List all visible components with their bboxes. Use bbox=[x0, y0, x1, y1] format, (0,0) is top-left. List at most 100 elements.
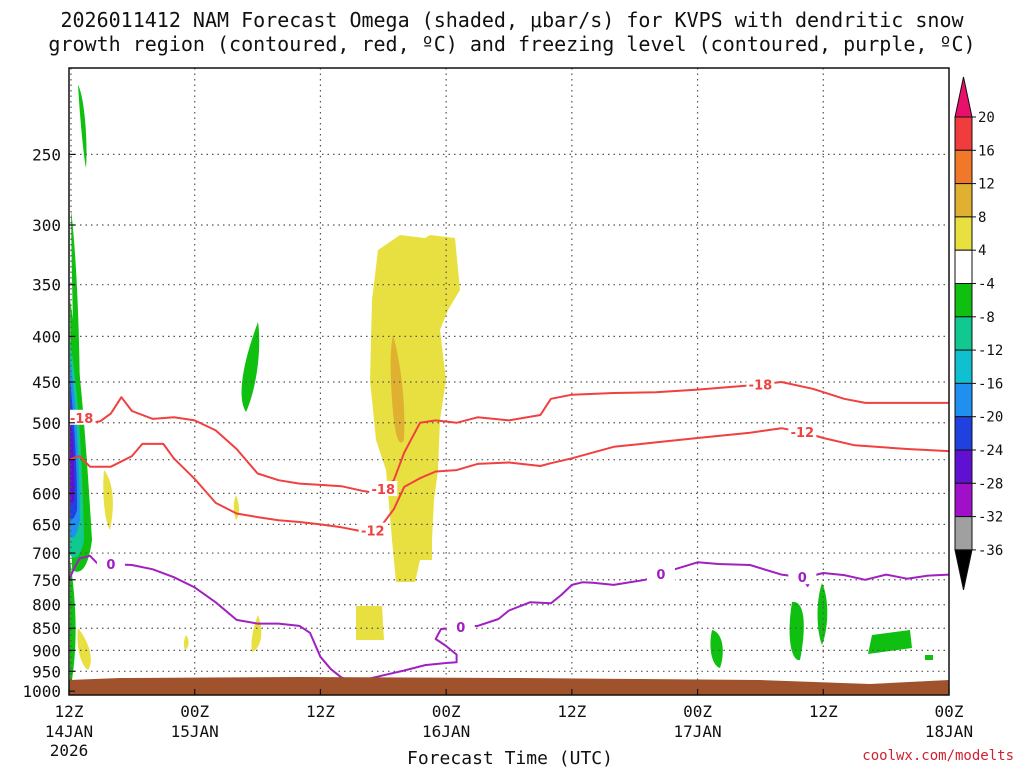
colorbar-swatch bbox=[954, 516, 973, 551]
x-tick-year: 2026 bbox=[50, 741, 89, 760]
colorbar-label: 8 bbox=[978, 210, 986, 226]
contour-label: -12 bbox=[361, 525, 385, 540]
y-tick-label: 450 bbox=[32, 373, 61, 392]
colorbar-label: -28 bbox=[978, 476, 1003, 492]
omega-shade-yellow-small2 bbox=[183, 635, 189, 650]
colorbar-swatch bbox=[954, 316, 973, 351]
colorbar-label: -32 bbox=[978, 510, 1003, 526]
x-tick-date: 17JAN bbox=[673, 722, 721, 741]
colorbar-label: -4 bbox=[978, 277, 995, 293]
contour-label: -18 bbox=[70, 412, 94, 427]
x-tick-time: 00Z bbox=[432, 702, 461, 721]
colorbar-cap-bottom bbox=[954, 549, 973, 591]
colorbar-swatch bbox=[954, 183, 973, 218]
colorbar-swatch bbox=[954, 149, 973, 185]
colorbar-swatch bbox=[954, 216, 973, 251]
x-tick-date: 15JAN bbox=[171, 722, 219, 741]
y-tick-label: 600 bbox=[32, 484, 61, 503]
omega-shade-green-3 bbox=[868, 630, 912, 654]
chart-title-line1: 2026011412 NAM Forecast Omega (shaded, μ… bbox=[60, 8, 964, 32]
omega-shade-green-15jan bbox=[241, 322, 260, 412]
omega-shade-yellow-left-low bbox=[77, 628, 91, 670]
terrain bbox=[69, 677, 949, 695]
colorbar-swatch bbox=[954, 116, 973, 151]
omega-shade-green-4 bbox=[925, 655, 933, 660]
y-tick-label: 1000 bbox=[22, 682, 61, 701]
chart-title-line2: growth region (contoured, red, ºC) and f… bbox=[48, 32, 975, 56]
x-tick-time: 00Z bbox=[180, 702, 209, 721]
omega-shade-green-2 bbox=[817, 583, 828, 645]
contour-line-minus12 bbox=[68, 427, 950, 533]
contour-label: 0 bbox=[106, 558, 115, 573]
y-tick-label: 350 bbox=[32, 276, 61, 295]
y-tick-label: 400 bbox=[32, 327, 61, 346]
x-axis-label: Forecast Time (UTC) bbox=[407, 748, 613, 768]
omega-shade-orange-core bbox=[390, 335, 405, 443]
x-tick-time: 00Z bbox=[683, 702, 712, 721]
contour-label: -12 bbox=[791, 426, 815, 441]
contour-label-bg bbox=[788, 423, 817, 439]
colorbar-label: -12 bbox=[978, 343, 1003, 359]
colorbar-swatch bbox=[954, 382, 973, 418]
y-tick-label: 550 bbox=[32, 451, 61, 470]
contour-label: -18 bbox=[372, 483, 396, 498]
x-tick-time: 12Z bbox=[557, 702, 586, 721]
contour-label-bg bbox=[746, 376, 775, 392]
omega-shade-green-1 bbox=[789, 601, 804, 661]
y-tick-label: 950 bbox=[32, 662, 61, 681]
x-tick-time: 12Z bbox=[306, 702, 335, 721]
colorbar-label: 4 bbox=[978, 243, 986, 259]
y-tick-label: 800 bbox=[32, 596, 61, 615]
contours: -18 -18 -18 -12 -12 0 0 0 0 bbox=[67, 376, 950, 683]
y-tick-label: 650 bbox=[32, 515, 61, 534]
contour-label-bg bbox=[358, 522, 387, 538]
y-tick-label: 750 bbox=[32, 571, 61, 590]
contour-line-minus18 bbox=[68, 381, 949, 495]
colorbar-swatch bbox=[954, 449, 973, 484]
contour-label-bg bbox=[369, 481, 398, 497]
colorbar-swatch bbox=[954, 349, 973, 384]
x-tick-time: 12Z bbox=[55, 702, 84, 721]
contour-label-bg bbox=[646, 565, 675, 581]
y-tick-label: 250 bbox=[32, 145, 61, 164]
colorbar-label: -24 bbox=[978, 443, 1003, 459]
y-tick-label: 300 bbox=[32, 216, 61, 235]
contour-label: 0 bbox=[798, 571, 807, 586]
credit-link[interactable]: coolwx.com/modelts bbox=[862, 748, 1014, 764]
colorbar: 20 16 12 8 4 -4 -8 -12 -16 -20 -24 -28 -32 -36 bbox=[954, 76, 1003, 591]
contour-label-bg bbox=[96, 555, 125, 571]
contour-label-bg bbox=[67, 409, 96, 425]
x-tick-date: 16JAN bbox=[422, 722, 470, 741]
y-tick-label: 700 bbox=[32, 544, 61, 563]
colorbar-label: 20 bbox=[978, 110, 995, 126]
y-tick-label: 850 bbox=[32, 619, 61, 638]
omega-shade-ascent-upper bbox=[78, 85, 87, 168]
x-tick-date: 18JAN bbox=[925, 722, 973, 741]
colorbar-swatch bbox=[954, 283, 973, 318]
x-tick-time: 00Z bbox=[935, 702, 964, 721]
y-axis: 250 300 350 400 450 500 550 600 650 700 750 800 850 9… bbox=[22, 145, 75, 701]
contour-label-bg bbox=[446, 619, 475, 635]
contour-label: 0 bbox=[656, 568, 665, 583]
colorbar-label: -8 bbox=[978, 310, 995, 326]
omega-shade-yellow-mid bbox=[356, 606, 384, 640]
x-tick-date: 14JAN bbox=[45, 722, 93, 741]
y-tick-label: 900 bbox=[32, 641, 61, 660]
omega-shade-green-17jan bbox=[710, 630, 723, 668]
colorbar-swatch bbox=[954, 416, 973, 451]
colorbar-label: 16 bbox=[978, 143, 995, 159]
contour-label-bg bbox=[788, 569, 817, 585]
contour-label: -18 bbox=[749, 378, 773, 393]
colorbar-swatch bbox=[954, 249, 973, 284]
colorbar-label: -36 bbox=[978, 543, 1003, 559]
colorbar-label: 12 bbox=[978, 177, 995, 193]
colorbar-label: -20 bbox=[978, 410, 1003, 426]
colorbar-label: -16 bbox=[978, 376, 1003, 392]
colorbar-swatch bbox=[954, 482, 973, 518]
x-tick-time: 12Z bbox=[809, 702, 838, 721]
omega-shade-yellow-left bbox=[103, 470, 113, 530]
contour-label: 0 bbox=[456, 621, 465, 636]
y-tick-label: 500 bbox=[32, 414, 61, 433]
